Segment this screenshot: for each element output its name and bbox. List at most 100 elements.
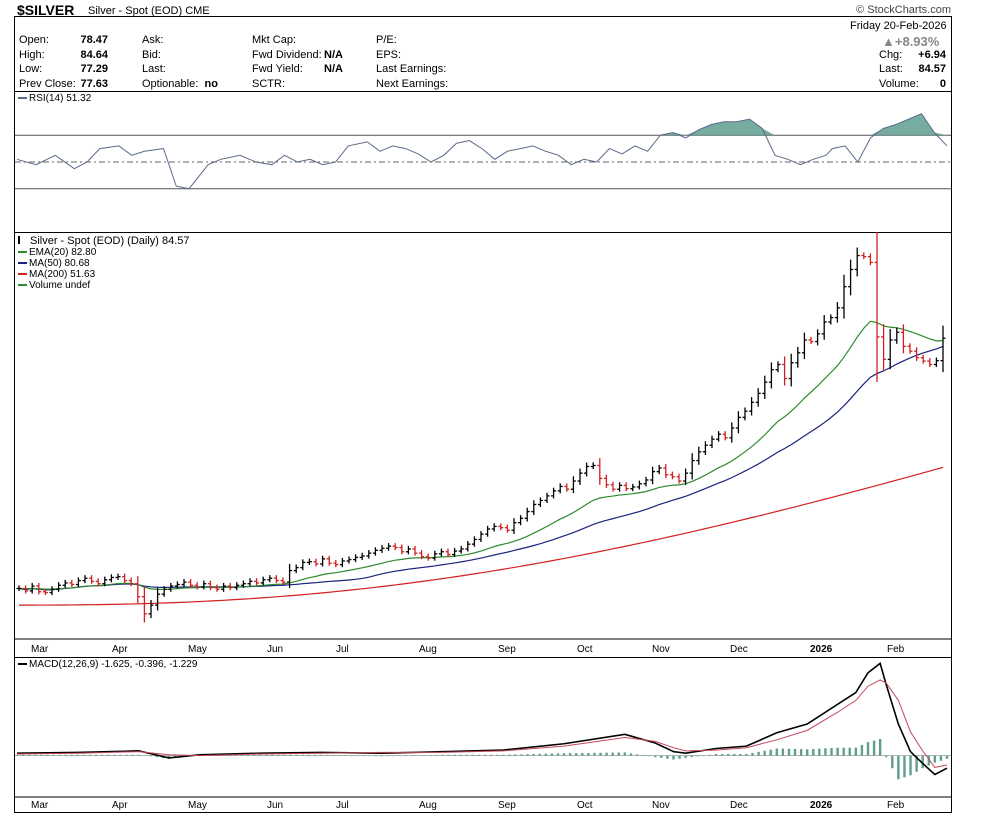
ohlc-bar — [722, 431, 728, 441]
macd-histogram-bar — [684, 755, 687, 758]
macd-histogram-bar — [763, 750, 766, 756]
ohlc-bar — [656, 464, 662, 475]
macd-histogram-bar — [897, 755, 900, 780]
ohlc-bar — [669, 471, 675, 480]
macd-chart: -4-2024681012MarAprMayJunJulAugSepOctNov… — [15, 657, 990, 811]
ohlc-bar — [359, 552, 365, 560]
macd-histogram-bar — [271, 754, 274, 756]
ohlc-bar — [412, 545, 418, 556]
macd-histogram-bar — [787, 748, 791, 756]
macd-histogram-bar — [726, 754, 730, 756]
month-label: Oct — [577, 644, 593, 655]
ohlc-bar — [148, 600, 154, 619]
ma200-line — [18, 466, 944, 606]
macd-histogram-bar — [325, 754, 329, 756]
ema20-line — [18, 320, 944, 590]
macd-histogram-bar — [380, 755, 383, 757]
macd-histogram-bar — [319, 754, 323, 756]
quote-label: Last Earnings: — [376, 63, 447, 75]
ohlc-bar — [709, 435, 715, 449]
ohlc-bar — [227, 582, 233, 591]
quote-value: 77.63 — [80, 77, 108, 90]
ohlc-bar — [379, 545, 385, 553]
ohlc-bar — [280, 577, 286, 585]
ohlc-bar — [36, 582, 42, 595]
macd-histogram-bar — [593, 752, 596, 756]
macd-histogram-bar — [568, 753, 572, 756]
macd-histogram-bar — [100, 754, 104, 756]
quote-label: Volume: — [879, 77, 919, 90]
rsi-title: RSI(14) 51.32 — [18, 93, 91, 104]
ohlc-bar — [610, 481, 616, 492]
legend-entry: Volume undef — [18, 280, 90, 291]
month-label: Feb — [887, 644, 905, 655]
macd-histogram-bar — [149, 755, 152, 757]
macd-title: MACD(12,26,9) -1.625, -0.396, -1.229 — [18, 659, 197, 670]
macd-histogram-bar — [471, 754, 475, 756]
macd-histogram-bar — [508, 754, 511, 756]
legend-label: Volume undef — [29, 280, 91, 291]
quote-label: High: — [19, 48, 45, 61]
macd-histogram-bar — [410, 755, 414, 757]
macd-histogram-bar — [769, 749, 772, 756]
macd-histogram-bar — [368, 755, 371, 757]
legend-swatch — [18, 284, 27, 287]
legend-entry: EMA(20) 82.80 — [18, 247, 96, 258]
rsi-overbought-fill — [660, 113, 947, 136]
ohlc-bar — [643, 476, 649, 487]
ohlc-bar — [194, 582, 200, 590]
macd-histogram-bar — [295, 754, 298, 756]
ohlc-bar — [240, 580, 246, 588]
macd-histogram-bar — [532, 754, 535, 756]
ohlc-bar — [221, 582, 227, 592]
ohlc-bar — [834, 302, 840, 323]
month-label: Feb — [887, 800, 905, 811]
ohlc-bar — [155, 587, 161, 611]
ohlc-bar — [729, 422, 735, 443]
macd-histogram-bar — [283, 754, 286, 756]
macd-histogram-bar — [812, 748, 815, 756]
ohlc-bar — [551, 487, 557, 499]
month-label: Sep — [498, 644, 516, 655]
macd-histogram-bar — [106, 754, 110, 756]
ohlc-bar — [775, 361, 781, 373]
macd-histogram-bar — [921, 755, 924, 769]
month-label: Nov — [652, 644, 670, 655]
macd-histogram-bar — [915, 755, 918, 772]
ma50-line — [18, 345, 944, 591]
legend-label: MA(200) 51.63 — [29, 269, 96, 280]
macd-histogram-bar — [647, 755, 651, 757]
ohlc-bar — [438, 548, 444, 557]
ohlc-bar — [650, 466, 656, 485]
ohlc-bar — [273, 575, 279, 584]
ohlc-bar — [366, 550, 372, 559]
macd-histogram-bar — [344, 755, 347, 756]
macd-histogram-bar — [70, 754, 73, 756]
ohlc-bar — [214, 584, 220, 592]
ohlc-bar — [874, 226, 880, 382]
macd-histogram-bar — [76, 754, 79, 756]
ohlc-bar — [23, 585, 29, 594]
rsi-chart: 103050709051.32 — [15, 91, 989, 223]
ohlc-bar — [636, 480, 642, 490]
macd-histogram-bar — [660, 755, 663, 758]
ohlc-bar — [372, 547, 378, 556]
macd-histogram-bar — [751, 752, 754, 756]
macd-histogram-bar — [775, 748, 779, 756]
macd-histogram-bar — [58, 754, 61, 756]
macd-line — [16, 662, 948, 776]
quote-label: Fwd Yield: — [252, 63, 303, 75]
ohlc-bar — [491, 523, 497, 532]
macd-histogram-bar — [544, 753, 548, 756]
macd-histogram-bar — [313, 754, 317, 756]
macd-histogram-bar — [641, 755, 645, 756]
quote-label: Next Earnings: — [376, 77, 449, 90]
macd-histogram-bar — [350, 755, 353, 757]
quote-label: Last: — [879, 63, 903, 75]
month-label: 2026 — [810, 644, 833, 655]
ohlc-bar — [914, 347, 920, 361]
ohlc-bar — [828, 314, 834, 325]
ohlc-bar — [141, 586, 147, 623]
macd-histogram-bar — [265, 754, 268, 756]
month-label: Oct — [577, 800, 593, 811]
